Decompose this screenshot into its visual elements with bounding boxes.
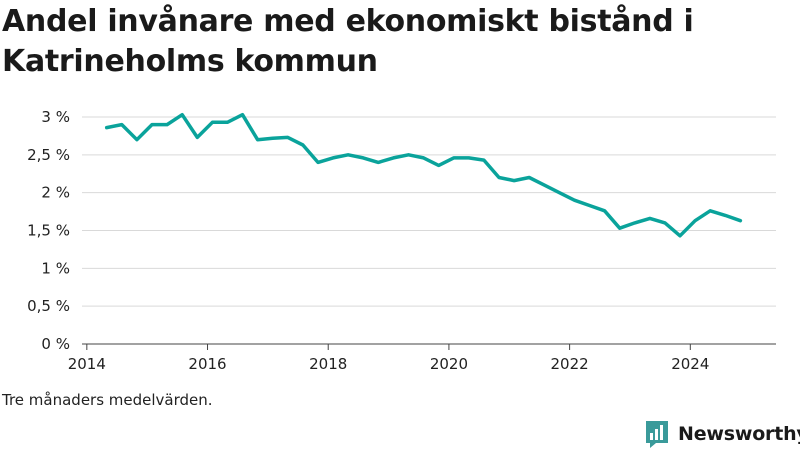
y-tick-label: 1 %	[41, 259, 70, 277]
x-axis: 2014 2016 2018 2020 2022 2024	[68, 343, 776, 373]
x-tick-label: 2016	[188, 355, 226, 373]
series-layer	[104, 112, 743, 238]
y-axis-ticks: 0 % 0,5 % 1 % 1,5 % 2 % 2,5 % 3 %	[27, 108, 70, 353]
x-tick-label: 2024	[671, 355, 709, 373]
x-tick-label: 2014	[68, 355, 106, 373]
x-tick-label: 2020	[430, 355, 468, 373]
y-tick-label: 1,5 %	[27, 222, 70, 240]
grid-lines	[82, 116, 776, 307]
y-tick-label: 0 %	[41, 335, 70, 353]
y-tick-label: 2,5 %	[27, 146, 70, 164]
y-tick-label: 3 %	[41, 108, 70, 126]
brand-name: Newsworthy	[678, 423, 800, 445]
y-tick-label: 0,5 %	[27, 297, 70, 315]
footnote: Tre månaders medelvärden.	[2, 391, 213, 409]
y-tick-label: 2 %	[41, 184, 70, 202]
chart-title: Andel invånare med ekonomiskt bistånd i …	[2, 4, 694, 79]
bar-chart-logo-icon	[646, 421, 668, 448]
brand-logo: Newsworthy	[644, 419, 800, 449]
x-tick-label: 2022	[551, 355, 589, 373]
x-tick-label: 2018	[309, 355, 347, 373]
series-line	[104, 112, 743, 238]
